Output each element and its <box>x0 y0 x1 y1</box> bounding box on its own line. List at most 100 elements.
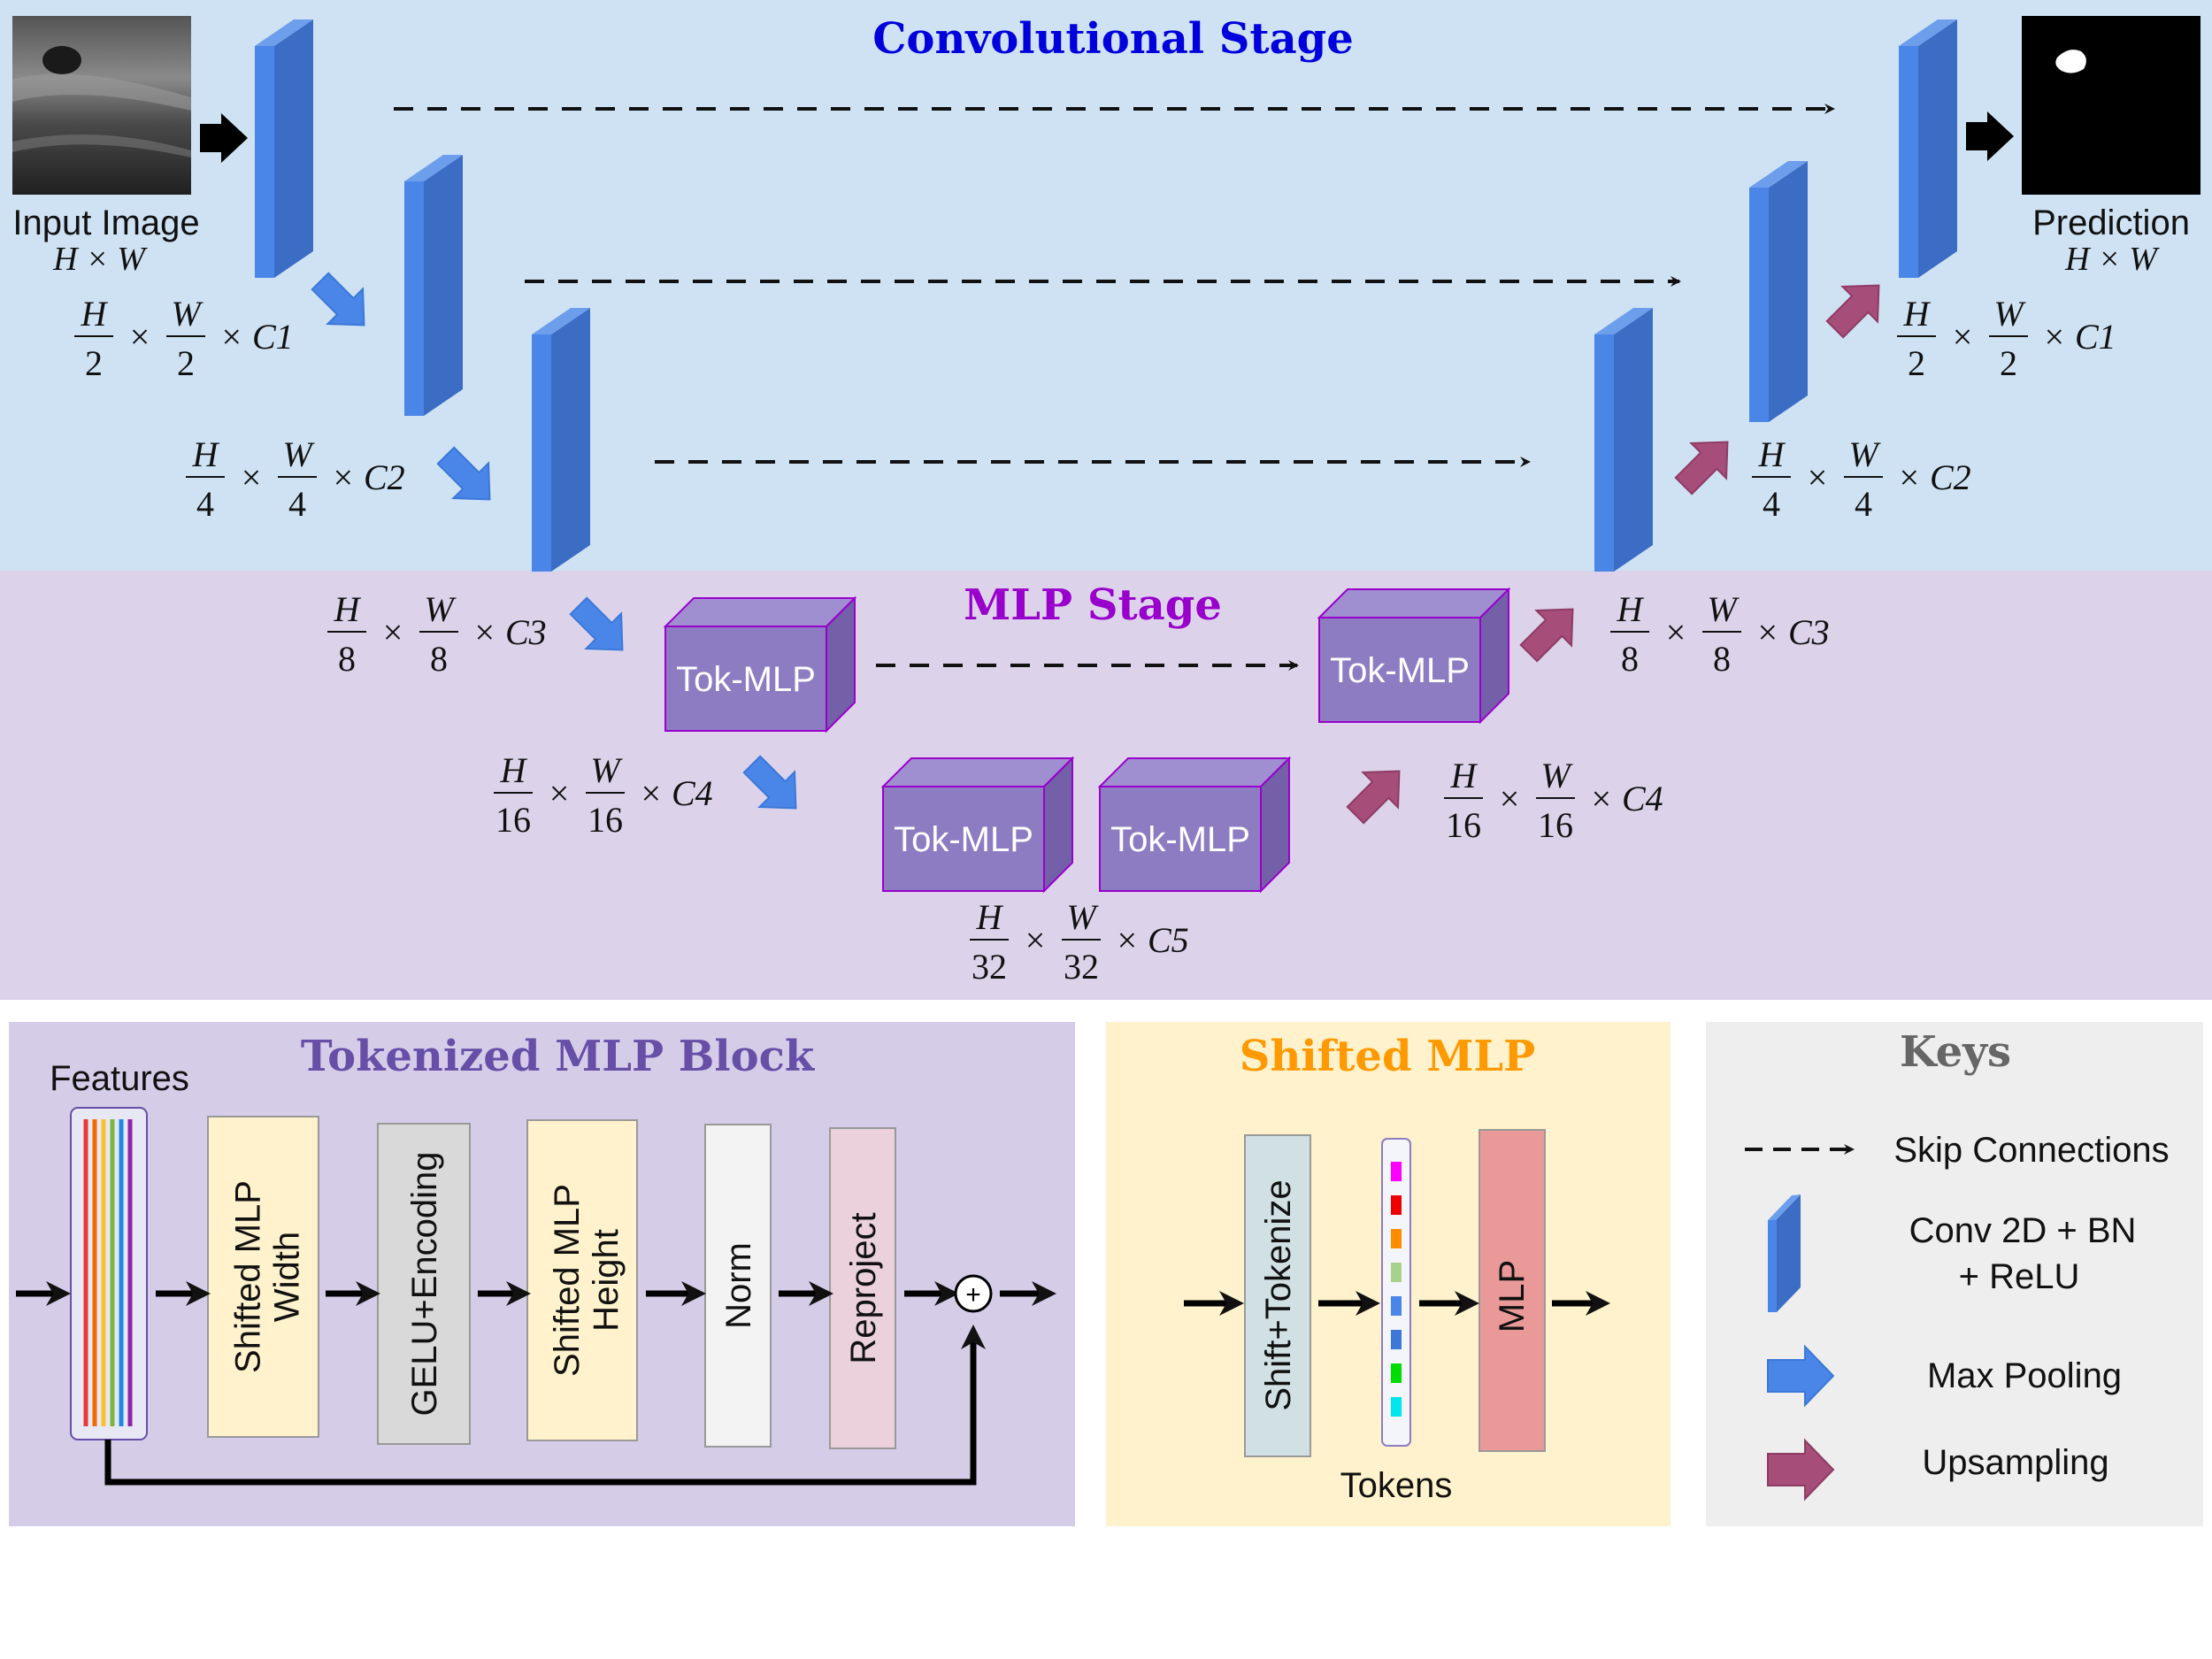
dim-times: × <box>130 317 150 357</box>
key-maxpool-icon <box>1767 1344 1835 1408</box>
encoder-conv-block-3 <box>532 308 590 572</box>
dims-d1: H 2 × W 2 × C1 <box>1897 294 2116 383</box>
input-image-label: Input Image <box>12 204 199 242</box>
token-cell <box>1391 1397 1402 1417</box>
tok-block-stage-2: GELU+Encoding <box>377 1123 471 1445</box>
dim-times: × <box>1808 457 1828 497</box>
token-cell <box>1391 1162 1402 1181</box>
dims-e1: H 2 × W 2 × C1 <box>74 294 294 383</box>
dim-denominator: 4 <box>1763 484 1780 524</box>
upsampling-arrow-2 <box>1674 441 1729 495</box>
dim-channels: × C4 <box>1589 779 1663 818</box>
stage-label-line1: Shifted MLP <box>548 1184 587 1377</box>
dim-numerator: H <box>1450 756 1479 795</box>
dim-denominator: 4 <box>288 484 306 524</box>
dim-denominator: 16 <box>1446 805 1481 845</box>
conv-stage-background <box>0 0 2212 571</box>
tokens-label: Tokens <box>1340 1466 1453 1505</box>
dim-channels: × C5 <box>1115 920 1189 960</box>
dim-denominator: 32 <box>1064 947 1099 987</box>
features-label: Features <box>50 1059 189 1098</box>
tok-mlp-label: Tok-MLP <box>676 660 816 699</box>
input-dims: H × W <box>52 241 148 278</box>
shift-tokenize-box <box>1244 1134 1311 1457</box>
dim-numerator: W <box>424 589 457 629</box>
decoder-conv-block-3 <box>1594 308 1653 572</box>
prediction-dims: H × W <box>2064 241 2160 278</box>
dim-denominator: 2 <box>177 343 195 383</box>
dims-b5: H 32 × W 32 × C5 <box>970 897 1189 987</box>
tok-mlp-encoder-4: Tok-MLP <box>663 595 857 733</box>
dim-numerator: H <box>81 294 109 334</box>
mlp-stage-title: MLP Stage <box>964 580 1222 630</box>
dims-e4: H 16 × W 16 × C4 <box>494 750 713 840</box>
dim-times: × <box>549 773 570 813</box>
decoder-conv-block-2 <box>1749 161 1808 422</box>
key-conv-block-icon <box>1768 1194 1801 1312</box>
dim-denominator: 8 <box>1713 639 1731 679</box>
dim-channels: × C3 <box>472 612 547 652</box>
mlp-box <box>1479 1129 1546 1452</box>
feature-channel-bars <box>83 1119 133 1426</box>
upsampling-arrow-3 <box>1519 608 1574 663</box>
output-arrow <box>1966 111 2014 161</box>
tok-mlp-label: Tok-MLP <box>1330 651 1470 690</box>
stage-label-line2: Height <box>587 1229 626 1332</box>
dim-times: × <box>1500 779 1520 818</box>
dim-numerator: W <box>1848 434 1881 474</box>
dim-denominator: 16 <box>495 800 531 840</box>
upsampling-arrow-4 <box>1346 770 1401 825</box>
prediction-mask <box>2022 16 2200 195</box>
dim-channels: × C2 <box>1897 457 1971 497</box>
dim-numerator: H <box>334 589 362 629</box>
dims-d2: H 4 × W 4 × C2 <box>1752 434 1971 524</box>
decoder-conv-block-1 <box>1899 19 1957 278</box>
dim-channels: × C3 <box>1755 612 1830 652</box>
residual-add-circle <box>954 1274 993 1313</box>
stage-label-line2: Width <box>268 1232 307 1322</box>
tok-block-stage-5: Reproject <box>829 1127 896 1449</box>
key-maxpool-label: Max Pooling <box>1927 1356 2122 1395</box>
key-conv-label-line2: + ReLU <box>1959 1257 2080 1296</box>
dim-numerator: W <box>1993 294 2026 334</box>
dim-numerator: H <box>1758 434 1786 474</box>
key-upsampling-label: Upsampling <box>1922 1443 2108 1482</box>
stage-label: GELU+Encoding <box>405 1151 444 1416</box>
stage-label: Reproject <box>844 1212 883 1363</box>
maxpool-arrow-4 <box>742 755 797 810</box>
residual-add-symbol: + <box>965 1280 981 1310</box>
dim-numerator: W <box>1066 897 1099 937</box>
dim-denominator: 4 <box>196 484 214 524</box>
dim-channels: × C1 <box>219 317 294 357</box>
dim-denominator: 8 <box>338 639 356 679</box>
dim-channels: × C2 <box>331 457 405 497</box>
tokenized-mlp-block-title: Tokenized MLP Block <box>301 1032 816 1081</box>
dim-numerator: W <box>1540 756 1573 795</box>
token-cell <box>1391 1229 1402 1248</box>
input-image <box>12 16 191 195</box>
tok-mlp-bottleneck-1: Tok-MLP <box>880 756 1075 894</box>
tok-mlp-bottleneck-2: Tok-MLP <box>1097 756 1292 894</box>
tok-block-stage-4: Norm <box>704 1124 772 1448</box>
dim-denominator: 32 <box>972 947 1007 987</box>
keys-title: Keys <box>1900 1027 2011 1077</box>
dims-d4: H 16 × W 16 × C4 <box>1444 756 1663 845</box>
shift-tokenize-label: Shift+Tokenize <box>1259 1179 1298 1410</box>
conv-stage-title: Convolutional Stage <box>872 14 1354 64</box>
key-upsampling-icon <box>1767 1438 1835 1502</box>
dim-denominator: 16 <box>588 800 623 840</box>
maxpool-arrow-3 <box>569 596 624 651</box>
dim-numerator: W <box>590 750 623 790</box>
dim-numerator: H <box>976 897 1004 937</box>
dim-times: × <box>1666 612 1686 652</box>
dim-times: × <box>242 457 262 497</box>
stage-label: Norm <box>719 1242 758 1329</box>
dim-numerator: W <box>171 294 204 334</box>
token-cell <box>1391 1296 1402 1316</box>
dim-numerator: H <box>500 750 528 790</box>
token-cell <box>1391 1195 1402 1215</box>
token-cell <box>1391 1263 1402 1282</box>
dim-denominator: 4 <box>1855 484 1872 524</box>
maxpool-arrow-2 <box>436 446 491 501</box>
